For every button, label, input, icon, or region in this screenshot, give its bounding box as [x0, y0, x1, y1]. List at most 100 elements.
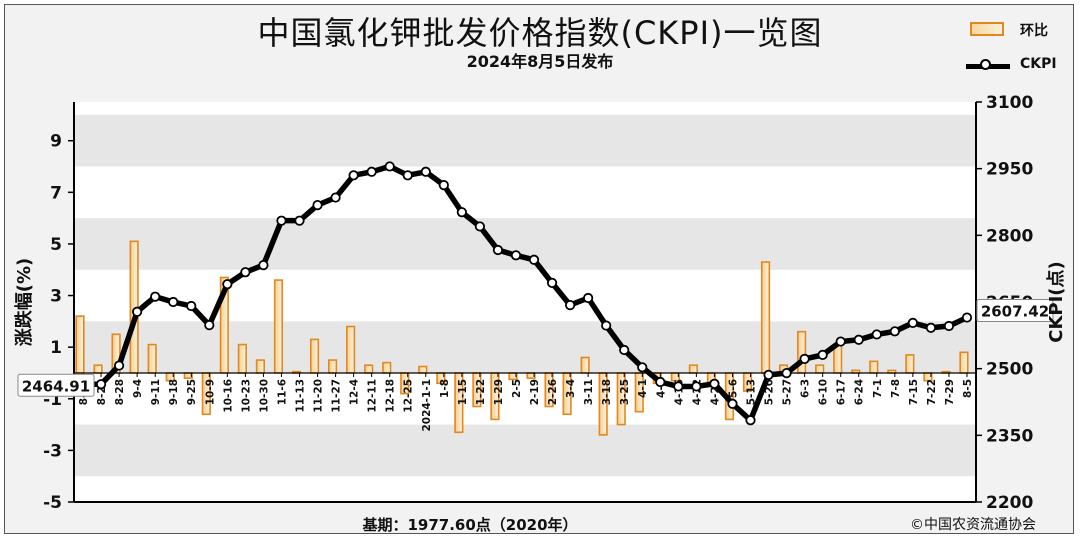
x-axis-tick-label: 6-24 [854, 379, 866, 405]
ckpi-point [186, 300, 197, 312]
x-axis-tick-label: 9-25 [186, 379, 198, 405]
x-axis-tick-label: 8-28 [114, 379, 126, 405]
x-axis-tick-label: 2-26 [547, 379, 559, 405]
left-axis-tick-label: 3 [50, 287, 62, 307]
ckpi-point [889, 326, 900, 337]
right-axis-title: CKPI(点) [1045, 261, 1067, 343]
bar [959, 351, 969, 374]
x-axis-tick-label: 9-4 [132, 379, 144, 398]
x-axis-tick-label: 3-4 [565, 379, 577, 398]
x-axis-tick-label: 5-6 [727, 379, 739, 398]
ckpi-point [258, 260, 269, 271]
x-axis-tick-label: 6-3 [800, 379, 812, 398]
x-axis-tick-label: 7-15 [908, 379, 920, 405]
right-axis-tick-label: 2500 [986, 360, 1033, 380]
grid-band [74, 424, 976, 477]
ckpi-point [691, 381, 702, 392]
bar [869, 360, 879, 374]
annotation-label: 2464.91 [22, 377, 90, 395]
x-axis-tick-label: 2-5 [511, 379, 523, 398]
x-axis-tick-label: 1-15 [457, 379, 469, 405]
legend-bar-swatch [970, 22, 1004, 36]
ckpi-point [799, 353, 810, 364]
bar [309, 338, 320, 374]
left-axis-tick-label: 7 [50, 183, 62, 203]
x-axis-tick-label: 10-23 [240, 379, 252, 413]
ckpi-point [276, 215, 287, 226]
bar [815, 364, 825, 374]
copyright-text: ©中国农资流通协会 [910, 517, 1036, 533]
x-axis-tick-label: 3-25 [619, 379, 631, 405]
ckpi-point [817, 349, 828, 360]
ckpi-point [420, 166, 431, 177]
x-axis-tick-label: 6-10 [818, 379, 830, 405]
x-axis-tick-label: 12-11 [367, 379, 379, 413]
chart-subtitle: 2024年8月5日发布 [466, 52, 614, 71]
bar [255, 359, 266, 374]
x-axis-tick-label: 1-8 [439, 379, 451, 398]
ckpi-point [601, 320, 612, 331]
ckpi-point [709, 378, 720, 389]
ckpi-point [294, 215, 305, 226]
x-axis-tick-label: 5-27 [782, 379, 794, 405]
ckpi-point [528, 254, 540, 265]
left-axis-tick-label: 5 [50, 235, 62, 255]
ckpi-point [204, 320, 215, 331]
ckpi-point [330, 192, 341, 203]
ckpi-point [583, 292, 594, 304]
ckpi-point [943, 320, 955, 332]
ckpi-point [95, 379, 107, 390]
annotation-box [976, 299, 1054, 323]
ckpi-point [727, 398, 738, 409]
legend-line-label: CKPI [1020, 56, 1057, 72]
bar [905, 354, 915, 374]
bar [273, 279, 284, 374]
ckpi-point [781, 368, 792, 379]
x-axis-tick-label: 9-11 [150, 379, 162, 405]
x-axis-tick-label: 2024-1-1 [421, 379, 433, 432]
annotation-label: 2607.42 [981, 303, 1049, 321]
legend: 环比 CKPI [960, 18, 1070, 74]
ckpi-point [907, 317, 918, 328]
ckpi-point [655, 376, 666, 388]
ckpi-point [492, 244, 504, 256]
legend-line-marker [980, 59, 991, 70]
x-axis-tick-label: 6-17 [836, 379, 848, 405]
x-axis-tick-label: 11-13 [295, 379, 307, 413]
x-axis-tick-label: 11-27 [331, 379, 343, 413]
x-axis-tick-label: 7-22 [926, 379, 938, 405]
bar [327, 359, 338, 374]
x-axis-tick-label: 11-6 [276, 379, 288, 405]
ckpi-point [240, 267, 251, 278]
bar [760, 261, 771, 374]
bar [688, 364, 698, 374]
bar [237, 343, 247, 374]
bar [93, 364, 103, 374]
x-axis-tick-label: 7-29 [944, 379, 956, 405]
left-axis-tick-label: 9 [50, 132, 62, 152]
right-axis-tick-label: 2200 [986, 493, 1033, 513]
bar [382, 361, 392, 374]
x-axis-tick-label: 1-29 [493, 379, 505, 405]
ckpi-point [961, 312, 973, 323]
ckpi-point [925, 322, 937, 333]
x-axis-tick-label: 11-20 [313, 379, 325, 413]
x-axis-tick-label: 12-4 [349, 379, 361, 405]
ckpi-point [150, 291, 161, 302]
ckpi-point [564, 300, 576, 311]
right-axis-tick-label: 2800 [986, 226, 1033, 246]
right-axis-tick-label: 2950 [986, 160, 1033, 180]
x-axis-tick-label: 10-16 [222, 379, 234, 413]
ckpi-point [384, 161, 395, 172]
ckpi-point [637, 362, 648, 373]
bar [147, 343, 157, 374]
ckpi-point [673, 381, 684, 392]
ckpi-point [366, 166, 377, 177]
x-axis-tick-label: 3-18 [601, 379, 613, 405]
right-axis-tick-label: 3100 [986, 93, 1033, 113]
x-axis-tick-label: 10-9 [204, 379, 216, 405]
x-axis-tick-label: 7-1 [872, 379, 884, 398]
ckpi-point [474, 221, 485, 232]
left-axis-tick-label: -3 [43, 441, 62, 461]
